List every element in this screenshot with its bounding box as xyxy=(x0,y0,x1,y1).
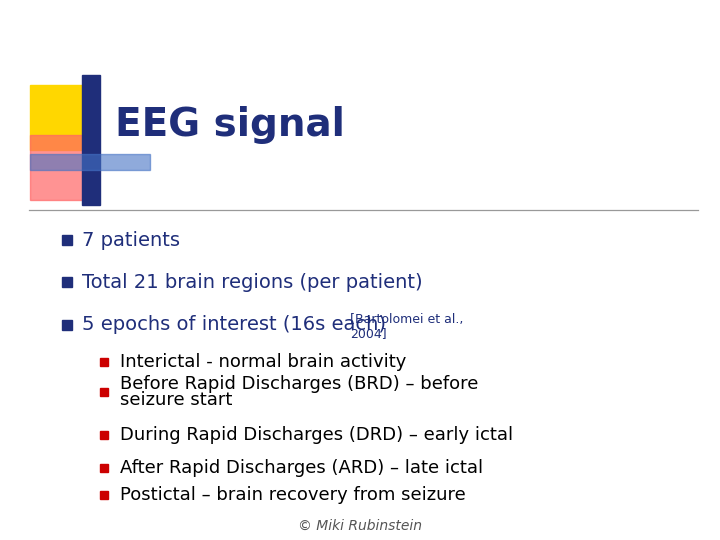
Text: 7 patients: 7 patients xyxy=(82,231,180,249)
Text: Postictal – brain recovery from seizure: Postictal – brain recovery from seizure xyxy=(120,486,466,504)
Bar xyxy=(62,235,72,245)
Bar xyxy=(100,358,108,366)
Bar xyxy=(100,464,108,472)
Text: After Rapid Discharges (ARD) – late ictal: After Rapid Discharges (ARD) – late icta… xyxy=(120,459,483,477)
Bar xyxy=(30,135,95,200)
Bar xyxy=(100,431,108,439)
Text: During Rapid Discharges (DRD) – early ictal: During Rapid Discharges (DRD) – early ic… xyxy=(120,426,513,444)
Bar xyxy=(100,388,108,396)
Text: Total 21 brain regions (per patient): Total 21 brain regions (per patient) xyxy=(82,273,423,292)
Text: 2004]: 2004] xyxy=(350,327,387,341)
Text: 5 epochs of interest (16s each): 5 epochs of interest (16s each) xyxy=(82,315,386,334)
Text: EEG signal: EEG signal xyxy=(115,106,345,144)
Bar xyxy=(30,154,150,170)
Text: [Bartolomei et al.,: [Bartolomei et al., xyxy=(350,313,464,326)
Bar xyxy=(30,85,95,150)
Bar xyxy=(100,491,108,499)
Text: Interictal - normal brain activity: Interictal - normal brain activity xyxy=(120,353,406,371)
Bar xyxy=(62,277,72,287)
Text: © Miki Rubinstein: © Miki Rubinstein xyxy=(298,519,422,533)
Bar xyxy=(62,320,72,330)
Text: Before Rapid Discharges (BRD) – before: Before Rapid Discharges (BRD) – before xyxy=(120,375,478,393)
Bar xyxy=(82,75,100,205)
Text: seizure start: seizure start xyxy=(120,391,233,409)
